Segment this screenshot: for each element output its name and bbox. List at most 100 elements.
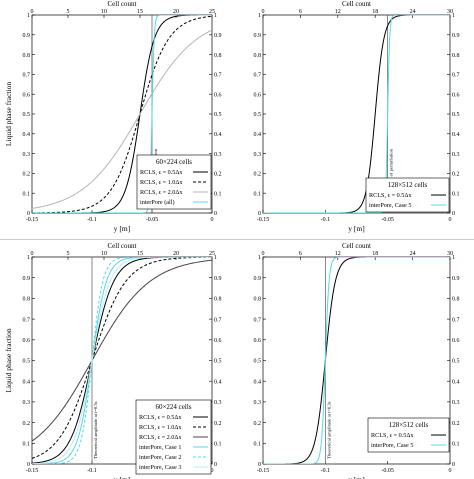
x-tick-label: -0.1 <box>321 468 331 474</box>
legend-label: RCLS, ϵ = 0.5Δx <box>369 192 412 199</box>
x-axis-label: y [m] <box>114 475 130 479</box>
y-tick-label: 0.6 <box>254 92 262 98</box>
y-tick-label-right: 0.2 <box>214 421 222 427</box>
y-tick-label-right: 0.8 <box>214 53 222 59</box>
y-tick-label: 0.3 <box>23 400 31 406</box>
y-tick-label-right: 0 <box>214 211 217 217</box>
top-tick-label: 6 <box>299 9 302 15</box>
top-tick-label: 18 <box>372 9 378 15</box>
legend-label: RCLS, ϵ = 1.0Δx <box>140 179 183 186</box>
y-tick-label: 0.8 <box>254 53 262 59</box>
y-tick-label: 0.1 <box>23 442 31 448</box>
x-axis-label: y [m] <box>348 475 364 479</box>
y-tick-label-right: 0.9 <box>214 276 222 282</box>
y-tick-label: 0.8 <box>23 297 31 303</box>
y-tick-label: 0.2 <box>23 172 31 178</box>
top-axis-label: Cell count <box>342 242 371 250</box>
y-tick-label: 0.3 <box>254 400 262 406</box>
y-tick-label-right: 0.6 <box>452 338 460 344</box>
top-tick-label: 20 <box>173 251 179 257</box>
y-tick-label: 0.3 <box>23 152 31 158</box>
top-tick-label: 0 <box>262 9 265 15</box>
y-tick-label: 0.6 <box>254 338 262 344</box>
x-tick-label: -0.05 <box>381 217 394 223</box>
y-tick-label-right: 0.7 <box>214 73 222 79</box>
y-tick-label: 0.4 <box>254 379 262 385</box>
top-axis-label: Cell count <box>342 0 371 8</box>
x-tick-label: 0 <box>211 468 214 474</box>
y-tick-label: 0.4 <box>23 379 31 385</box>
y-tick-label-right: 0.6 <box>214 92 222 98</box>
y-tick-label: 0.5 <box>23 359 31 365</box>
y-tick-label-right: 0 <box>214 462 217 468</box>
y-tick-label: 0 <box>27 211 30 217</box>
legend: 128×512 cells RCLS, ϵ = 0.5Δx interPore, C… <box>367 417 450 453</box>
legend: 128×512 cells RCLS, ϵ = 0.5Δx interPore, C… <box>365 177 450 213</box>
top-tick-label: 18 <box>372 251 378 257</box>
x-tick-label: -0.1 <box>87 217 97 223</box>
series-line-1 <box>32 15 212 213</box>
y-tick-label-right: 0.8 <box>214 297 222 303</box>
y-tick-label: 0.9 <box>254 33 262 39</box>
top-tick-label: 6 <box>299 251 302 257</box>
top-tick-label: 24 <box>410 9 416 15</box>
x-tick-label: 0 <box>449 217 452 223</box>
y-tick-label-right: 0.9 <box>452 33 460 39</box>
y-tick-label-right: 0.4 <box>214 379 222 385</box>
x-tick-label: 0 <box>211 217 214 223</box>
y-tick-label: 1 <box>27 255 30 261</box>
x-axis-label: y [m] <box>348 224 364 233</box>
y-tick-label-right: 0.1 <box>214 442 222 448</box>
top-tick-label: 0 <box>31 251 34 257</box>
legend-label: interPore, Case 2 <box>139 454 181 461</box>
y-tick-label: 0.9 <box>23 276 31 282</box>
series-line-3 <box>32 259 212 442</box>
y-tick-label-right: 0.1 <box>452 442 460 448</box>
y-tick-label-right: 0.6 <box>214 338 222 344</box>
series-line-2 <box>32 15 212 213</box>
top-axis-label: Cell count <box>108 0 137 8</box>
x-tick-label: 0 <box>449 468 452 474</box>
legend-label: RCLS, ϵ = 2.0Δx <box>140 189 183 196</box>
y-tick-label: 0.2 <box>254 421 262 427</box>
series-line-5 <box>32 257 212 464</box>
series-group <box>32 257 212 464</box>
y-tick-label-right: 0.5 <box>452 359 460 365</box>
chart-panel-top-left: 0 00.1 0.10.2 0.20.3 0.30.4 0.40.5 0.50.6 0.60.… <box>4 0 222 233</box>
y-tick-label-right: 0.3 <box>452 152 460 158</box>
y-tick-label-right: 0.5 <box>214 112 222 118</box>
y-tick-label: 0 <box>27 462 30 468</box>
y-tick-label: 0.6 <box>23 338 31 344</box>
top-tick-label: 0 <box>31 9 34 15</box>
legend-title: 60×224 cells <box>155 403 191 411</box>
y-axis-label: Liquid phase fraction <box>4 82 13 146</box>
x-tick-label: -0.15 <box>257 217 270 223</box>
y-tick-label-right: 0.9 <box>214 33 222 39</box>
top-tick-label: 24 <box>410 251 416 257</box>
y-tick-label: 0.5 <box>23 112 31 118</box>
legend-title: 128×512 cells <box>388 181 428 189</box>
y-tick-label-right: 0.1 <box>452 191 460 197</box>
y-tick-label-right: 0.4 <box>452 132 460 138</box>
y-tick-label: 0.7 <box>254 73 262 79</box>
series-group <box>32 15 212 213</box>
top-tick-label: 12 <box>335 251 341 257</box>
y-tick-label: 1 <box>27 13 30 19</box>
y-tick-label: 0.7 <box>23 73 31 79</box>
reference-vline-label: Theoretical amplitude at t=0.3s <box>93 401 98 459</box>
y-tick-label-right: 0.6 <box>452 92 460 98</box>
y-tick-label-right: 0.2 <box>214 172 222 178</box>
y-tick-label-right: 0.1 <box>214 191 222 197</box>
y-tick-label-right: 0.8 <box>452 53 460 59</box>
y-tick-label: 0.4 <box>23 132 31 138</box>
y-tick-label-right: 1 <box>452 13 455 19</box>
series-line-4 <box>32 257 212 464</box>
x-tick-label: -0.05 <box>381 468 394 474</box>
x-tick-label: -0.15 <box>257 468 270 474</box>
y-tick-label: 0.9 <box>23 33 31 39</box>
legend-label: RCLS, ϵ = 0.5Δx <box>139 414 182 421</box>
top-tick-label: 25 <box>209 251 215 257</box>
y-tick-label-right: 0.7 <box>214 317 222 323</box>
y-tick-label-right: 0 <box>452 211 455 217</box>
y-tick-label: 0.7 <box>23 317 31 323</box>
